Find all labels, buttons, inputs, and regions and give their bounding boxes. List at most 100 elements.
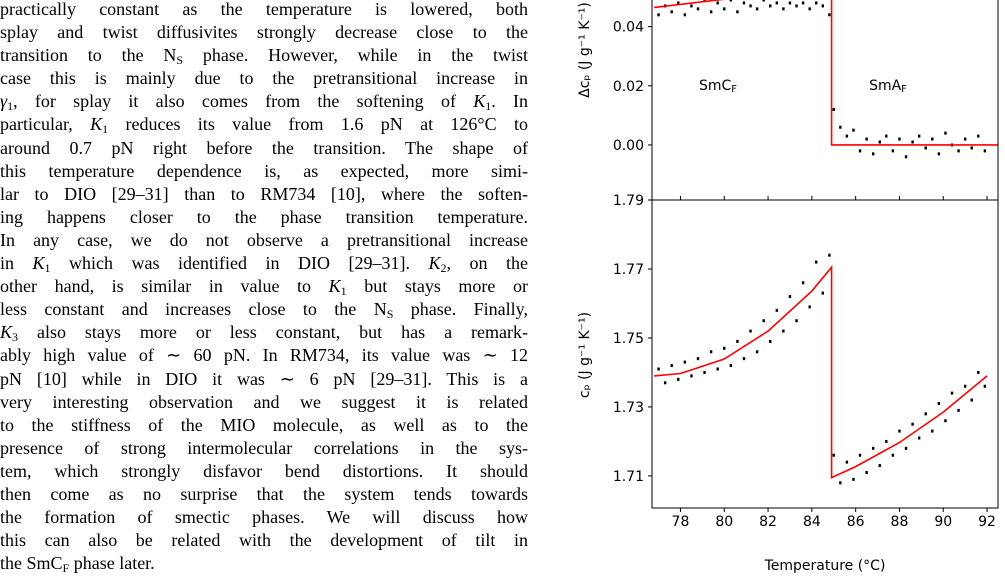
y-tick-label: 1.73 xyxy=(613,400,644,416)
y-axis-label: cₚ (J g⁻¹ K⁻¹) xyxy=(577,312,593,398)
text-run: ing happens closer to the phase transiti… xyxy=(0,206,528,227)
data-point xyxy=(950,391,954,395)
text-line: in K1 which was identified in DIO [29–31… xyxy=(0,252,528,275)
data-point xyxy=(924,412,927,416)
data-point xyxy=(963,384,967,388)
data-point xyxy=(736,339,739,343)
data-point xyxy=(808,305,811,309)
y-tick-label: 1.71 xyxy=(613,469,644,485)
data-point xyxy=(839,481,842,485)
data-point xyxy=(782,329,785,333)
text-line: the formation of smectic phases. We will… xyxy=(0,506,528,529)
text-run: , on the xyxy=(446,253,529,274)
data-point xyxy=(775,308,779,312)
data-point xyxy=(858,453,862,457)
data-point xyxy=(677,377,680,381)
data-point xyxy=(670,10,673,14)
data-point xyxy=(852,128,855,132)
x-tick-label: 84 xyxy=(803,514,821,530)
data-point xyxy=(845,460,849,464)
subscript: 1 xyxy=(7,99,14,114)
data-point xyxy=(762,0,765,2)
axes-frame xyxy=(651,0,999,201)
phase-label: SmCF xyxy=(699,78,737,95)
text-run: around 0.7 pN right before the transitio… xyxy=(0,137,528,158)
data-point xyxy=(683,360,687,364)
subscript: S xyxy=(386,307,394,322)
data-point xyxy=(683,13,687,17)
data-point xyxy=(729,0,733,2)
math-symbol: K xyxy=(0,322,13,343)
data-point xyxy=(983,149,987,153)
data-point xyxy=(703,370,706,374)
y-tick-label: 0.02 xyxy=(613,79,644,95)
phase-label: SmAF xyxy=(869,78,907,95)
data-point xyxy=(911,140,914,144)
text-run: N xyxy=(163,45,177,66)
math-symbol: K xyxy=(428,253,441,274)
data-point xyxy=(742,1,746,5)
text-line: ably high value of ∼ 60 pN. In RM734, it… xyxy=(0,344,528,367)
data-point xyxy=(736,10,739,14)
subscript: 3 xyxy=(12,330,19,345)
text-run: SmC xyxy=(26,553,63,574)
data-point xyxy=(878,140,881,144)
data-point xyxy=(878,464,881,468)
text-run: phase later. xyxy=(69,553,155,574)
plot-area xyxy=(654,253,988,485)
data-point xyxy=(801,1,805,5)
math-symbol: γ xyxy=(0,91,8,112)
y-tick-label: 1.75 xyxy=(613,331,644,347)
text-line: splay and twist diffusivites strongly de… xyxy=(0,21,528,44)
text-line: the SmCF phase later. xyxy=(0,552,528,575)
text-run: the xyxy=(0,553,27,574)
text-run: reduces its value from 1.6 pN at 126°C t… xyxy=(108,114,528,135)
subscript: 1 xyxy=(340,284,347,299)
text-run: other hand, is similar in value to xyxy=(0,276,329,297)
x-tick-label: 90 xyxy=(934,514,952,530)
data-point xyxy=(858,149,862,153)
data-point xyxy=(762,319,765,323)
subscript: 1 xyxy=(44,261,51,276)
fit-line xyxy=(654,0,998,146)
y-axis-label: Δcₚ (J g⁻¹ K⁻¹) xyxy=(577,2,593,98)
phase-subscript: F xyxy=(901,84,907,95)
text-line: presence of strong intermolecular correl… xyxy=(0,437,528,460)
data-point xyxy=(716,1,719,5)
data-point xyxy=(782,7,785,11)
text-run: practically constant as the temperature … xyxy=(0,0,528,19)
data-point xyxy=(944,131,947,135)
text-line: then come as no surprise that the system… xyxy=(0,483,528,506)
text-column: practically constant as the temperature … xyxy=(0,0,529,575)
data-point xyxy=(755,350,759,354)
y-tick-label: 1.79 xyxy=(613,193,644,209)
data-point xyxy=(709,350,713,354)
data-point xyxy=(670,364,673,368)
data-point xyxy=(944,419,947,423)
text-run: phase. However, while in the twist xyxy=(183,45,528,66)
subscript: 1 xyxy=(102,122,109,137)
subscript: S xyxy=(176,53,184,68)
text-run: but stays more or xyxy=(346,276,529,297)
data-point xyxy=(957,408,960,412)
phase-subscript: F xyxy=(731,84,737,95)
data-point xyxy=(885,439,888,443)
math-symbol: K xyxy=(473,91,486,112)
text-line: this temperature dependence is, as expec… xyxy=(0,160,528,183)
fit-line xyxy=(654,265,988,479)
data-point xyxy=(696,7,700,11)
data-point xyxy=(904,155,908,159)
text-run: N xyxy=(373,299,387,320)
text-run: In any case, we do not observe a pretran… xyxy=(0,229,528,250)
y-tick-label: 1.77 xyxy=(613,262,644,278)
text-run: the formation of smectic phases. We will… xyxy=(0,507,528,528)
phase-name: SmC xyxy=(699,78,732,94)
data-point xyxy=(828,253,831,257)
data-point xyxy=(865,137,868,141)
plot-area xyxy=(654,0,998,159)
data-point xyxy=(852,477,855,481)
data-point xyxy=(832,453,835,457)
text-run: tem, which strongly disfavor bend distor… xyxy=(0,460,528,481)
data-point xyxy=(977,370,980,374)
